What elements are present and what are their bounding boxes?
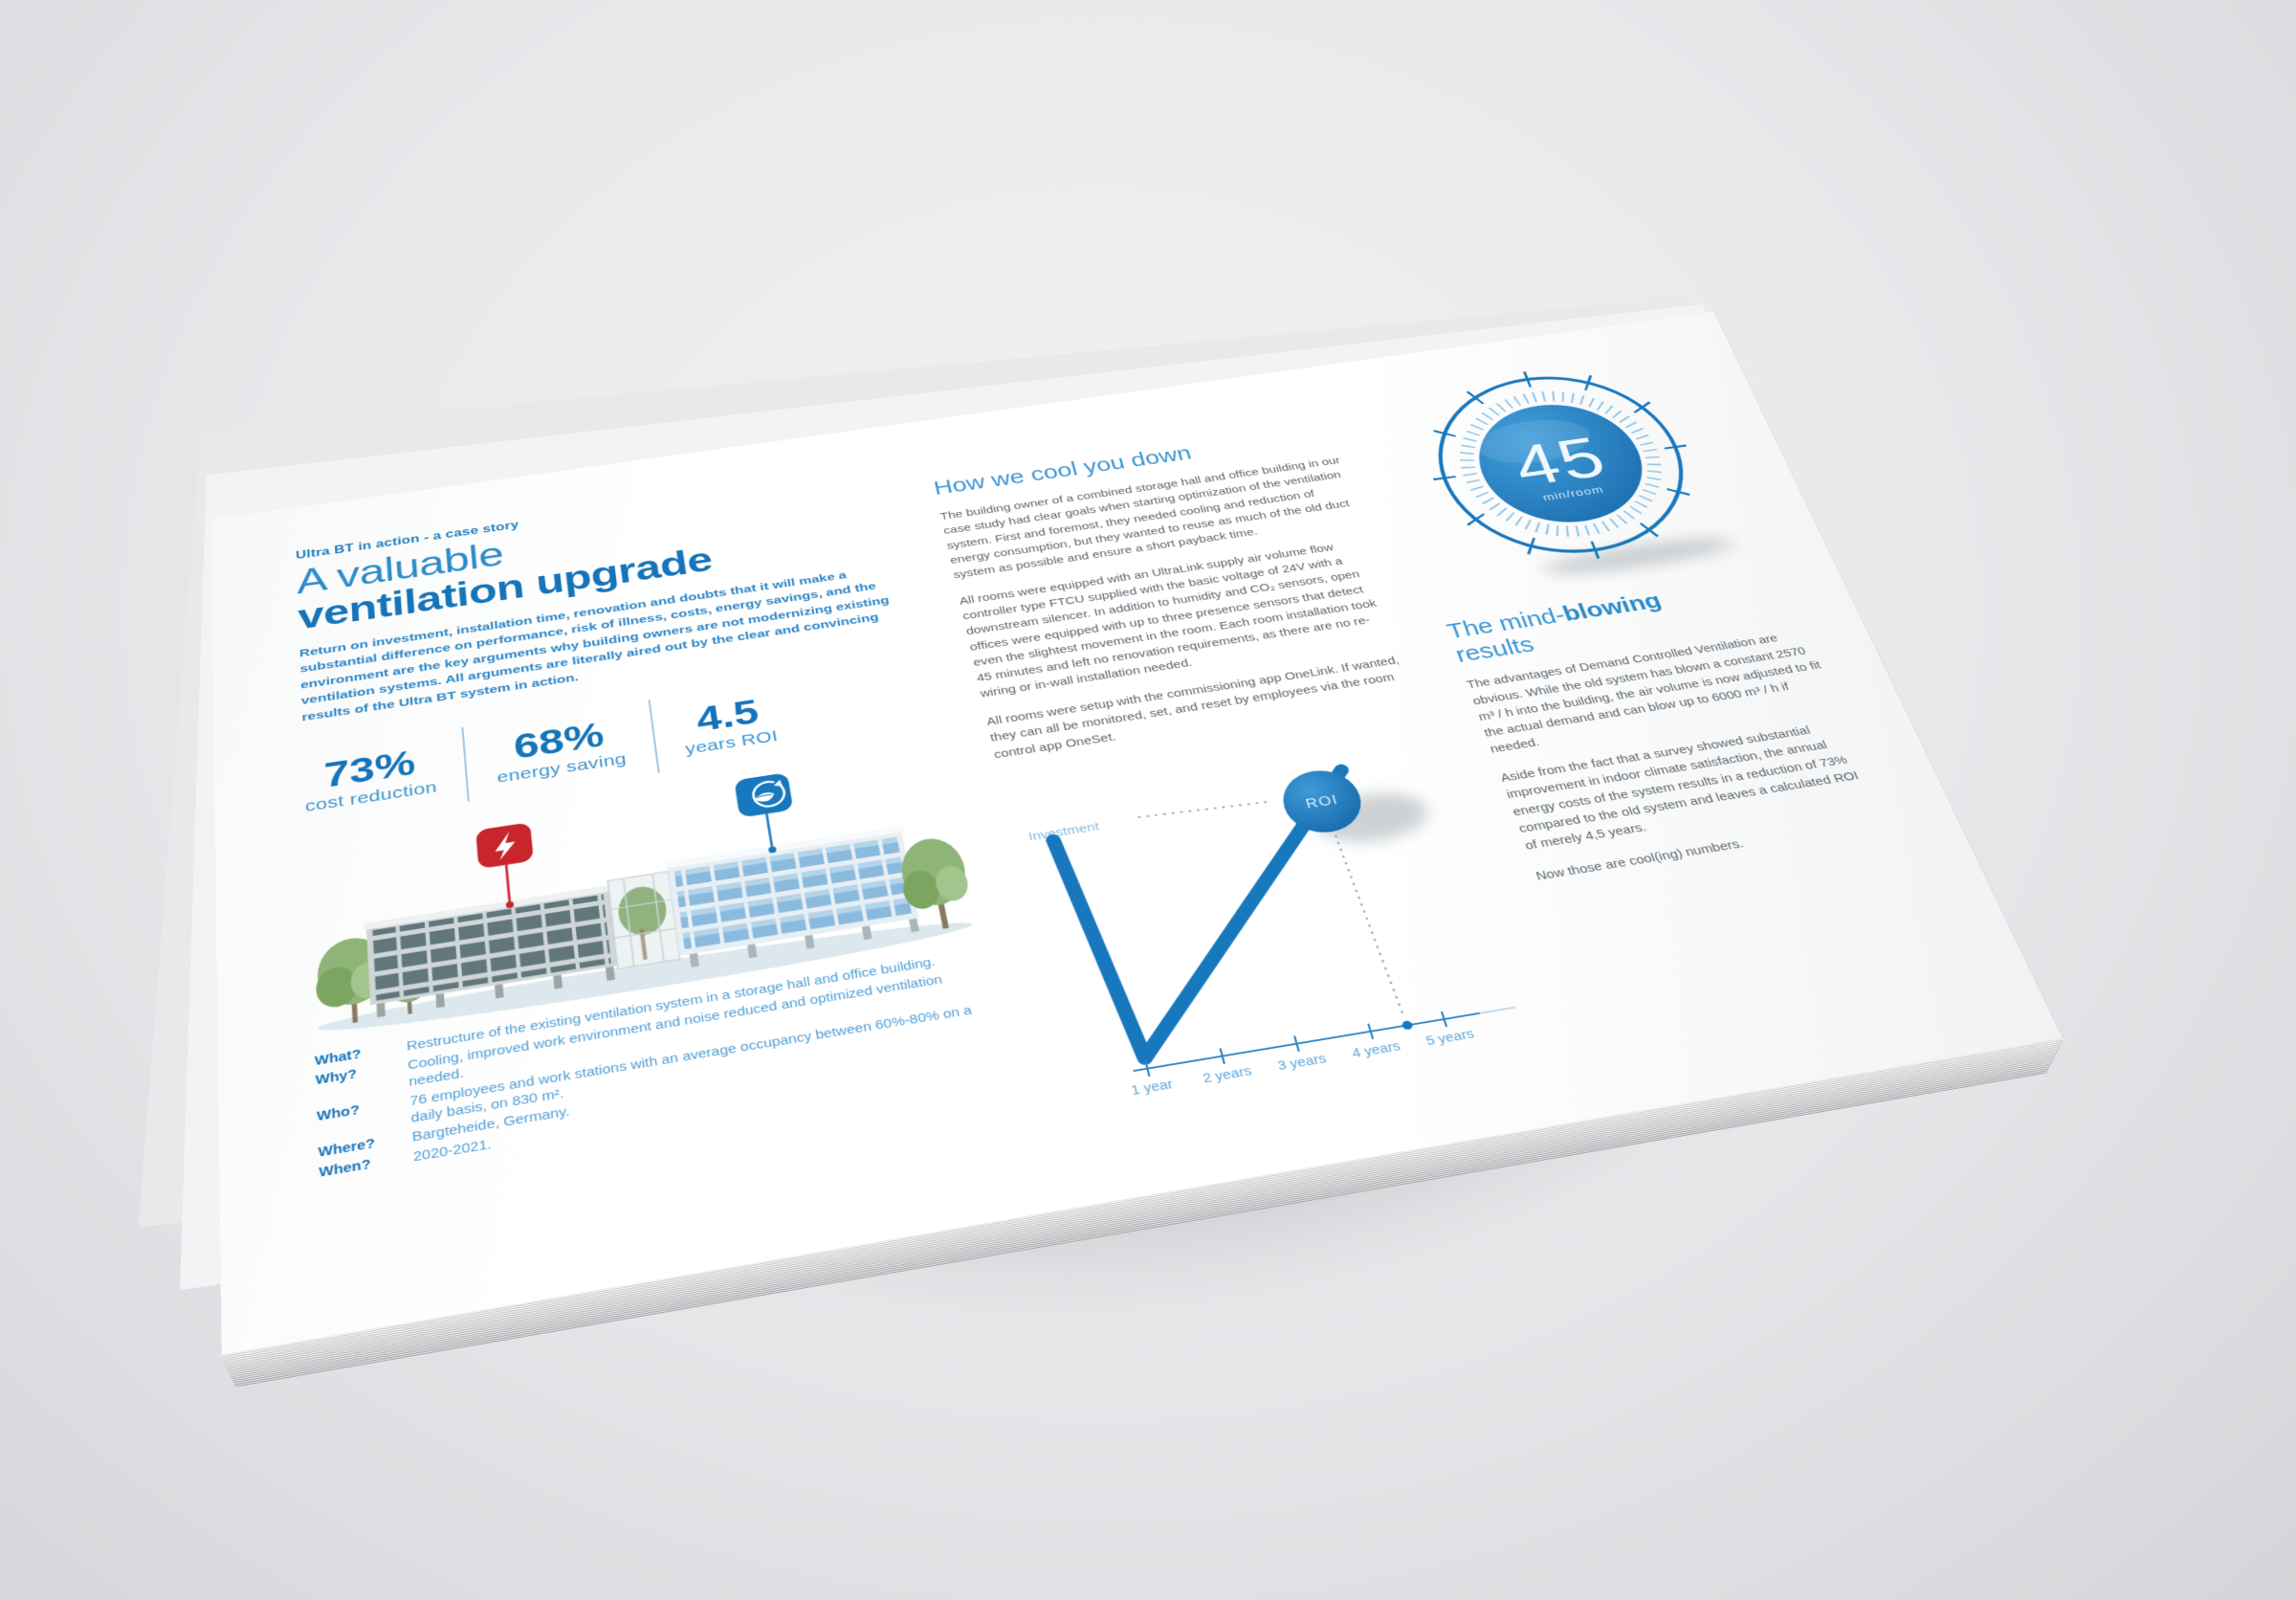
gauge-disc <box>1460 394 1664 533</box>
axis-tick-label: 3 years <box>1276 1051 1328 1073</box>
roi-ball-shadow <box>1311 786 1435 850</box>
middle-column: How we cool you down The building owner … <box>932 423 1543 1119</box>
stat-cost-reduction: 73% cost reduction <box>303 742 438 816</box>
left-column: Ultra BT in action - a case story A valu… <box>296 469 1004 1183</box>
right-column: 45 min/room The mind-blowing results The … <box>1358 340 1904 900</box>
axis-tick-label: 1 year <box>1130 1077 1175 1098</box>
x-axis-extension <box>1480 1007 1515 1012</box>
installation-time-gauge: 45 min/room <box>1380 342 1755 604</box>
energy-icon <box>475 822 534 912</box>
axis-tick-label: 5 years <box>1424 1027 1476 1049</box>
stat-energy-saving: 68% energy saving <box>493 714 628 788</box>
brochure-page: Ultra BT in action - a case story A valu… <box>210 311 2064 1355</box>
stat-divider <box>648 700 660 774</box>
tree <box>895 834 972 930</box>
heading-bold: blowing <box>1559 589 1666 627</box>
chart-annotation-investment: Investment <box>1027 819 1101 843</box>
paper-stack: Ultra BT in action - a case story A valu… <box>138 297 2239 1600</box>
stat-divider <box>461 727 470 803</box>
old-building <box>364 885 618 1018</box>
roi-payback-chart: Investment ROI <box>1027 710 1541 1098</box>
new-building <box>665 826 919 968</box>
gauge-shadow <box>1537 531 1738 582</box>
axis-tick-label: 2 years <box>1202 1063 1253 1085</box>
atrium <box>607 872 680 969</box>
roi-axis-dot <box>1401 1019 1414 1031</box>
roi-marker <box>1275 765 1370 838</box>
stat-years-roi: 4.5 years ROI <box>679 692 780 759</box>
dotted-guide-vertical <box>1336 834 1402 1017</box>
axis-tick-label: 4 years <box>1350 1038 1402 1060</box>
building-illustration <box>315 772 976 1042</box>
chart-annotation-roi: ROI <box>1304 792 1340 811</box>
eco-icon <box>734 772 794 856</box>
dotted-guide-horizontal <box>1138 797 1269 822</box>
